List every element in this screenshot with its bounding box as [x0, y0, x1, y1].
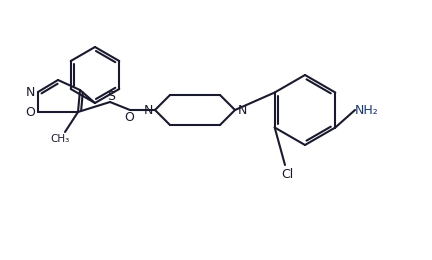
Text: S: S [107, 89, 115, 102]
Text: N: N [143, 103, 152, 116]
Text: N: N [25, 86, 35, 99]
Text: O: O [124, 110, 134, 124]
Text: O: O [25, 106, 35, 119]
Text: N: N [237, 103, 247, 116]
Text: CH₃: CH₃ [51, 134, 70, 144]
Text: NH₂: NH₂ [355, 103, 379, 116]
Text: Cl: Cl [281, 168, 293, 181]
